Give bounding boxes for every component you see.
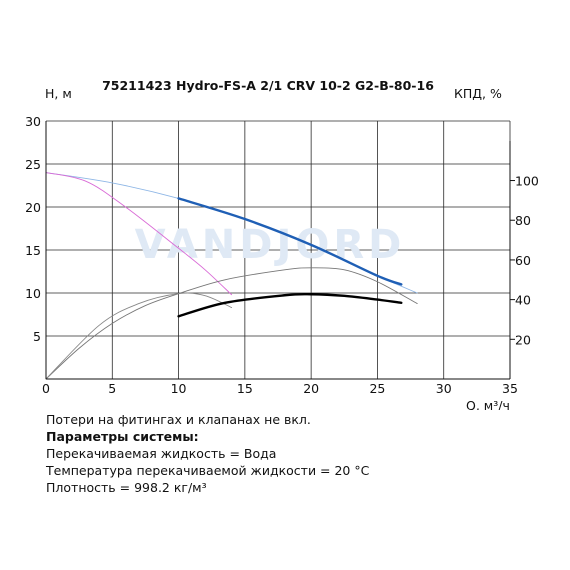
y-tick-label: 20: [25, 200, 41, 215]
y2-tick-label: 60: [515, 253, 531, 268]
system-params-header: Параметры системы:: [46, 429, 199, 444]
x-tick-label: 20: [303, 381, 319, 396]
x-tick-label: 5: [108, 381, 116, 396]
system-notes: Потери на фитингах и клапанах не вкл. Па…: [46, 411, 369, 496]
x-tick-label: 15: [237, 381, 253, 396]
series-group: [45, 172, 418, 380]
y2-axis-label: КПД, %: [454, 86, 502, 101]
x-axis-label: Q, м³/ч: [466, 398, 510, 410]
watermark: VANDJORD: [135, 222, 406, 268]
note-temperature: Температура перекачиваемой жидкости = 20…: [46, 463, 370, 478]
grid: [46, 120, 511, 379]
note-fittings: Потери на фитингах и клапанах не вкл.: [46, 412, 311, 427]
curve-eff-max: [45, 267, 418, 380]
y-tick-label: 10: [25, 286, 41, 301]
chart-title: 75211423 Hydro-FS-A 2/1 CRV 10-2 G2-B-80…: [102, 78, 434, 93]
y-tick-label: 5: [33, 329, 41, 344]
y2-tick-label: 40: [515, 293, 531, 308]
y2-tick-label: 80: [515, 213, 531, 228]
note-liquid: Перекачиваемая жидкость = Вода: [46, 446, 277, 461]
curve-eff-min: [45, 292, 233, 380]
y-tick-label: 30: [25, 114, 41, 129]
pump-curve-chart: VANDJORD 0 5 10 15 20 25 30 35 5 10 15 20 25 30 20 40 60…: [25, 78, 539, 410]
curve-head-min: [45, 172, 233, 296]
x-tick-label: 0: [42, 381, 50, 396]
x-tick-label: 30: [436, 381, 452, 396]
curve-eff-system: [177, 292, 403, 318]
x-tick-label: 10: [171, 381, 187, 396]
x-tick-label: 35: [502, 381, 518, 396]
curve-head-system: [177, 197, 403, 286]
y2-tick-label: 100: [515, 174, 539, 189]
y-tick-label: 25: [25, 157, 41, 172]
y-axis-label: H, м: [45, 86, 72, 101]
x-tick-label: 25: [369, 381, 385, 396]
y2-tick-label: 20: [515, 332, 531, 347]
axes: 0 5 10 15 20 25 30 35 5 10 15 20 25 30 20 40 60 80 100: [25, 114, 539, 396]
y-tick-label: 15: [25, 243, 41, 258]
note-density: Плотность = 998.2 кг/м³: [46, 480, 207, 495]
